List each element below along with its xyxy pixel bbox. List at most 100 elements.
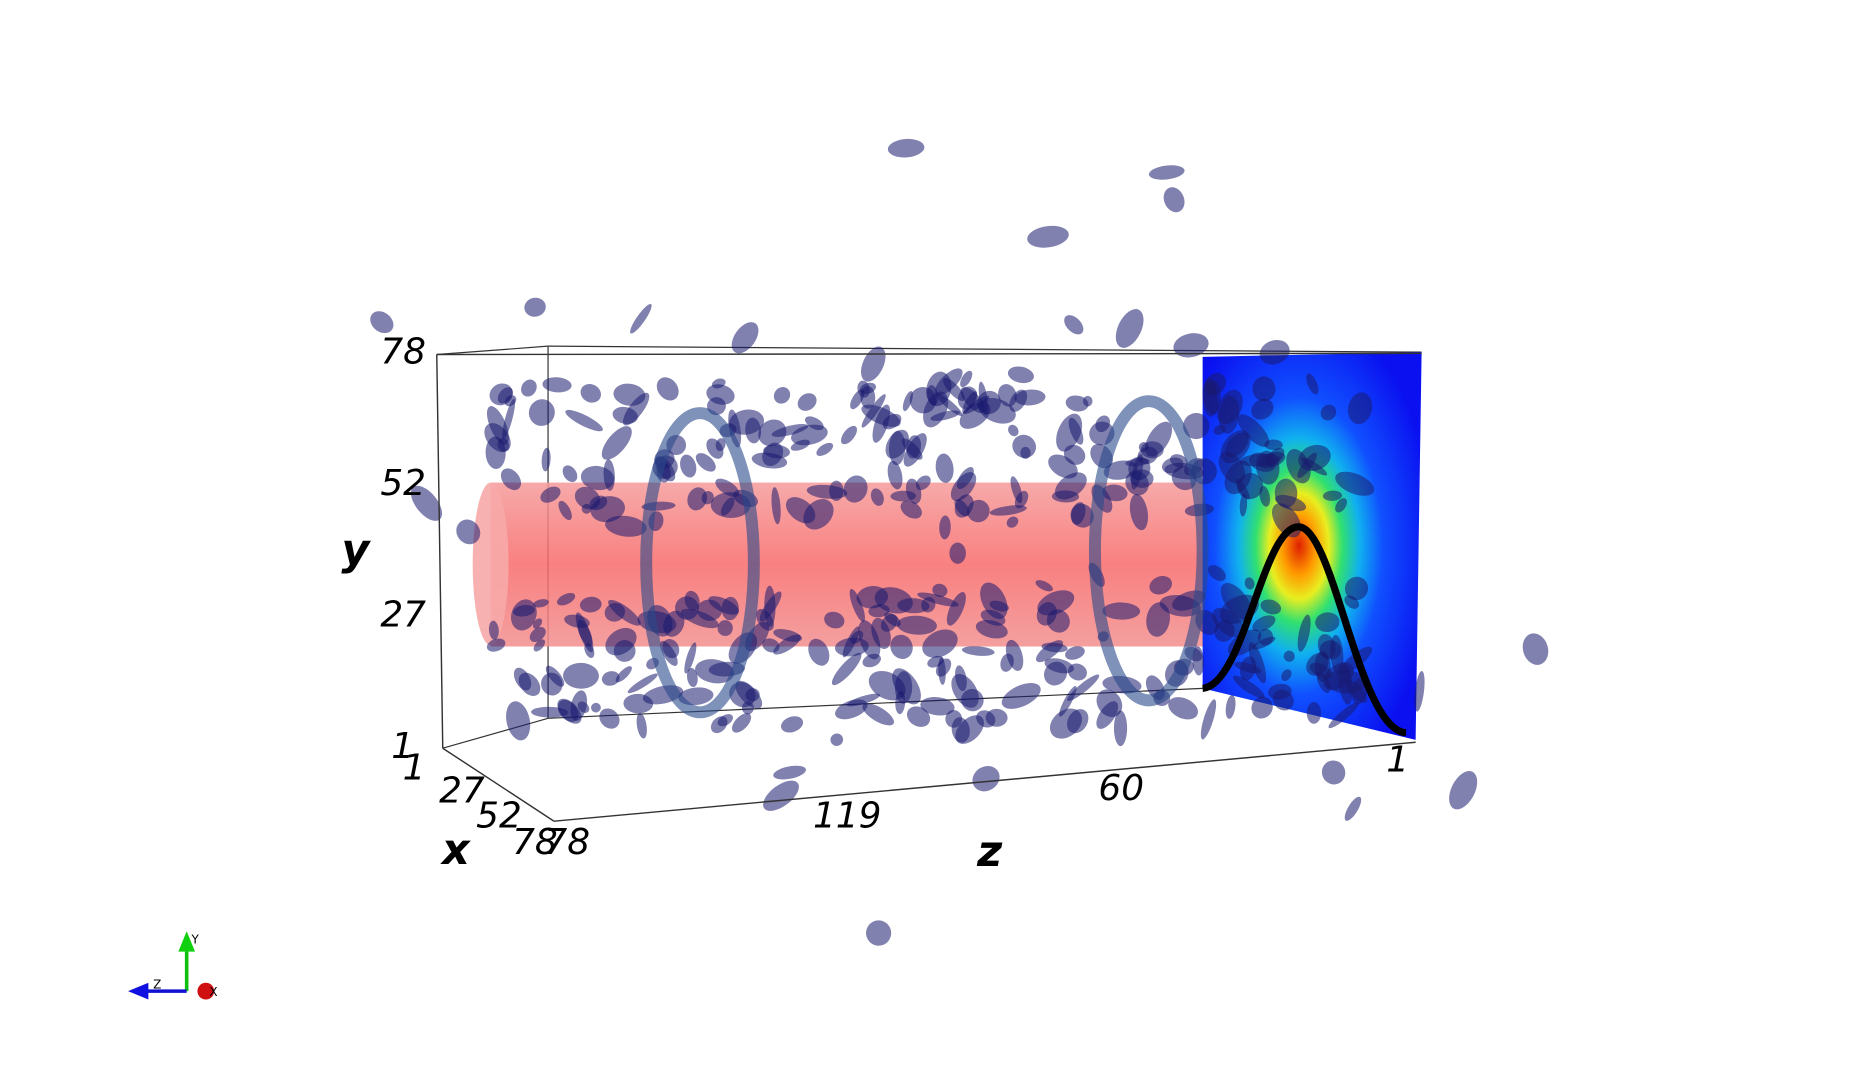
isosurface-blob [841,425,857,445]
isosurface-blob [579,596,602,613]
isosurface-blob [868,670,906,701]
isosurface-blob [856,586,889,609]
isosurface-blob [1115,309,1144,348]
isosurface-blob [1237,473,1264,500]
isosurface-blob [627,673,658,694]
isosurface-blob [1297,452,1317,478]
isosurface-blob [955,715,984,744]
isosurface-blob [955,665,967,692]
orientation-widget: Y Z X [128,931,218,1000]
isosurface-blob [608,599,641,626]
isosurface-blob [764,585,776,627]
isosurface-blob [763,780,799,811]
isosurface-blob [488,620,499,640]
isosurface-blob [623,693,654,714]
isosurface-blob [1252,636,1276,650]
isosurface-blob [843,475,868,503]
isosurface-blob [701,491,714,505]
isosurface-blob [1251,398,1274,420]
isosurface-blob [808,638,830,666]
x-tick-label: 1 [403,748,426,789]
isosurface-blob [1014,389,1046,406]
orientation-label: Z [153,978,161,992]
isosurface-blob [1006,516,1019,528]
isosurface-blob [687,487,707,511]
y-axis-title: y [341,526,371,576]
isosurface-blob [506,701,531,741]
isosurface-blob [1348,392,1373,425]
isosurface-blob [684,642,697,674]
isosurface-blob [932,583,948,597]
isosurface-blob [1168,697,1199,720]
isosurface-blob [741,701,754,715]
isosurface-blob [711,378,726,389]
orientation-label: X [209,985,217,999]
z-tick-label: 119 [813,796,881,837]
isosurface-blob [1001,682,1041,709]
isosurface-blob [1137,446,1158,465]
vortex-ring [640,407,760,719]
isosurface-blob [540,486,561,503]
isosurface-blob [824,611,845,629]
isosurface-blob [1173,333,1209,358]
isosurface-blob [1068,417,1084,445]
isosurface-blob [1274,478,1298,508]
y-tick-label: 78 [380,331,426,372]
isosurface-blob [915,475,931,491]
isosurface-blob [946,591,966,626]
isosurface-blob [1259,339,1290,365]
isosurface-blob [1041,642,1068,653]
isosurface-blob [831,652,862,686]
z-axis-title: z [976,827,1003,877]
isosurface-blob [861,404,901,427]
isosurface-blob [1095,415,1111,433]
isosurface-blob [771,487,781,525]
isosurface-blob [1027,225,1069,248]
isosurface-blob [1192,646,1204,676]
isosurface-blob [1218,395,1240,434]
isosurface-blob [860,386,876,409]
isosurface-blob [1207,565,1226,581]
isosurface-blob [1344,576,1369,601]
isosurface-blob [961,646,995,656]
isosurface-blob [917,592,959,607]
isosurface-blob [1251,696,1273,719]
isosurface-blob [945,710,963,728]
isosurface-blob [890,490,917,502]
isosurface-blob [975,620,1008,639]
isosurface-blob [1248,642,1267,684]
isosurface-blob [601,426,632,460]
isosurface-blob [1239,493,1248,517]
isosurface-blob [1064,315,1084,335]
z-tick-label: 60 [1098,768,1144,809]
isosurface-blob [1252,376,1276,402]
isosurface-blob [890,634,913,660]
isosurface-blob [888,430,906,466]
isosurface-blob [500,468,522,491]
isosurface-blob [1065,646,1085,660]
isosurface-blob [950,472,977,502]
isosurface-blob [830,733,844,746]
isosurface-blob [1161,457,1184,474]
isosurface-blob [773,387,791,404]
isosurface-blob [1163,187,1185,213]
isosurface-blob [660,640,678,666]
isosurface-blob [1071,502,1086,525]
isosurface-blob [1183,412,1210,440]
isosurface-blob [605,627,637,656]
isosurface-blob [456,519,481,545]
orientation-label: Y [190,932,199,946]
isosurface-blob [870,488,884,506]
isosurface-blob [1328,702,1359,729]
isosurface-blob [630,303,652,334]
isosurface-blob [615,666,632,683]
isosurface-blob [938,657,946,685]
isosurface-blob [1344,796,1362,821]
isosurface-blob [1159,595,1201,617]
isosurface-blob [613,383,646,406]
isosurface-blob [1316,672,1331,693]
isosurface-blob [923,391,949,428]
isosurface-blob [590,496,625,523]
isosurface-blob [1007,366,1034,384]
isosurface-blob [599,708,620,729]
